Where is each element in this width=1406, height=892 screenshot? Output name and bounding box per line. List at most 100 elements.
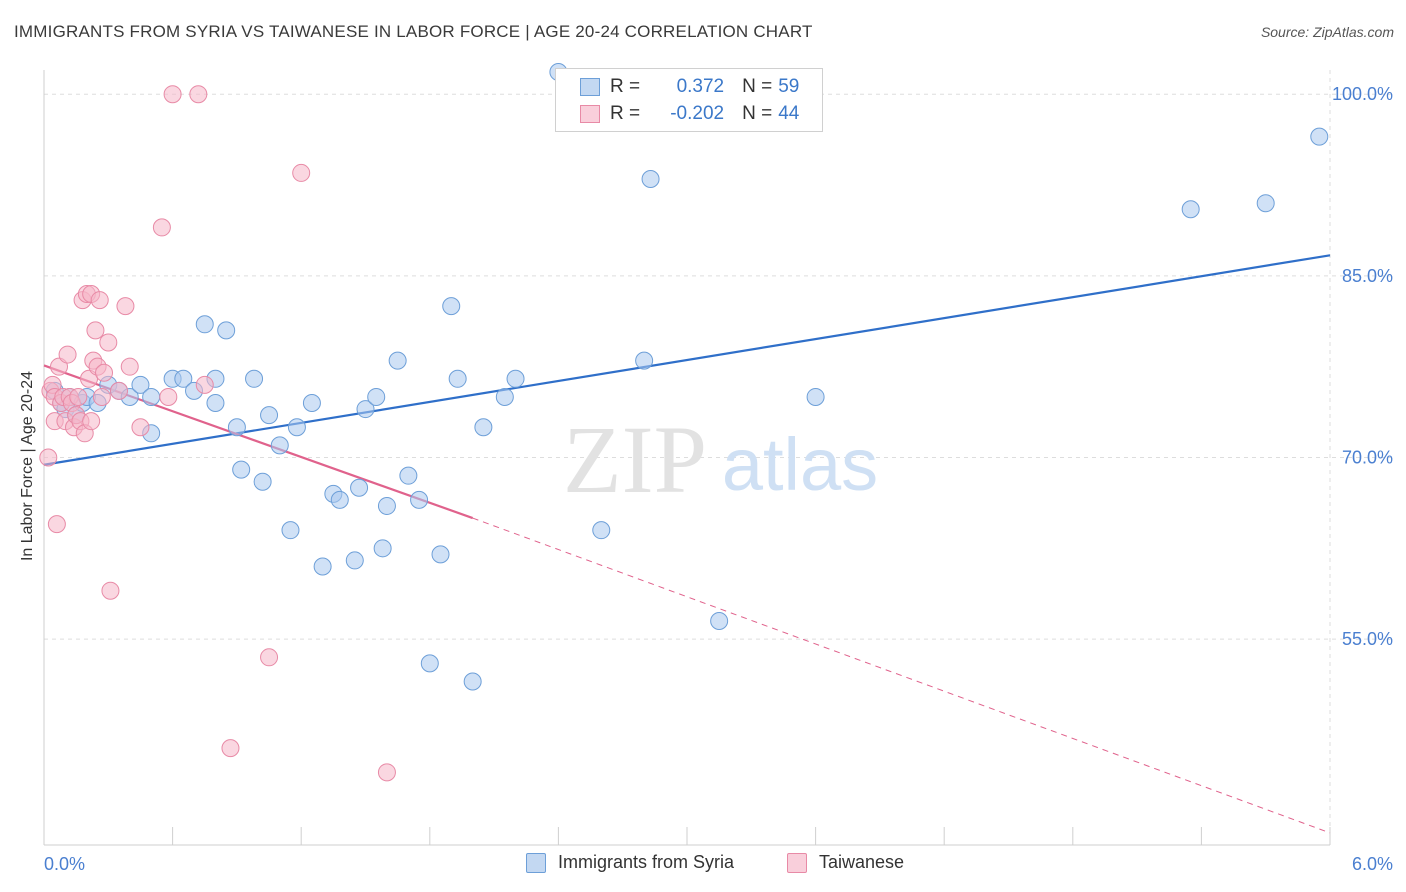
syria-point <box>495 387 514 406</box>
taiwanese-point <box>120 357 139 376</box>
taiwanese-point <box>82 412 101 431</box>
syria-point <box>1256 194 1275 213</box>
taiwanese-swatch <box>580 105 600 123</box>
syria-point <box>281 521 300 540</box>
syria-point <box>1310 127 1329 146</box>
taiwanese-point <box>69 387 88 406</box>
syria-point <box>1181 200 1200 219</box>
taiwanese-trend-line <box>472 517 1331 834</box>
syria-point <box>356 400 375 419</box>
syria-point <box>313 557 332 576</box>
syria-point <box>260 406 279 425</box>
correlation-legend: R = 0.372 N = 59 R = -0.202 N = 44 <box>555 68 823 132</box>
watermark: ZIP atlas <box>563 406 878 513</box>
syria-swatch <box>580 78 600 96</box>
syria-point <box>302 394 321 413</box>
syria-point <box>245 369 264 388</box>
legend-item-syria[interactable]: Immigrants from Syria <box>526 852 734 873</box>
n-label: N = <box>742 76 773 97</box>
syria-point <box>806 387 825 406</box>
syria-point <box>195 315 214 334</box>
taiwanese-point <box>377 763 396 782</box>
syria-point <box>350 478 369 497</box>
syria-point <box>592 521 611 540</box>
taiwanese-point <box>163 85 182 104</box>
syria-point <box>217 321 236 340</box>
taiwanese-point <box>110 381 129 400</box>
chart-title: IMMIGRANTS FROM SYRIA VS TAIWANESE IN LA… <box>14 22 813 41</box>
taiwanese-point <box>159 387 178 406</box>
syria-point <box>635 351 654 370</box>
taiwanese-point <box>95 363 114 382</box>
watermark-atlas: atlas <box>722 423 878 506</box>
syria-point <box>253 472 272 491</box>
taiwanese-point <box>101 581 120 600</box>
series-legend: Immigrants from Syria Taiwanese <box>0 852 1406 878</box>
syria-point <box>442 297 461 316</box>
legend-row-syria: R = 0.372 N = 59 <box>580 75 799 99</box>
y-tick-label: 85.0% <box>1342 266 1393 286</box>
source-label: Source: ZipAtlas.com <box>1260 24 1394 40</box>
taiwanese-point <box>39 448 58 467</box>
axes <box>43 70 1331 846</box>
legend-item-taiwanese[interactable]: Taiwanese <box>787 852 904 873</box>
n-value: 59 <box>778 76 800 97</box>
r-label: R = <box>610 103 641 124</box>
taiwanese-point <box>260 648 279 667</box>
syria-point <box>287 418 306 437</box>
taiwanese-point <box>58 345 77 364</box>
tick-labels: 55.0% 70.0% 85.0% 100.0% 0.0% 6.0% <box>44 84 1393 874</box>
x-tick-label: 0.0% <box>44 854 85 874</box>
legend-label-syria: Immigrants from Syria <box>558 852 735 872</box>
y-axis-label: In Labor Force | Age 20-24 <box>19 370 36 562</box>
taiwanese-point <box>189 85 208 104</box>
syria-point <box>131 375 150 394</box>
legend-row-taiwanese: R = -0.202 N = 44 <box>580 102 799 126</box>
syria-point <box>367 387 386 406</box>
syria-point <box>174 369 193 388</box>
x-tick-label: 6.0% <box>1352 854 1393 874</box>
syria-point <box>388 351 407 370</box>
n-label: N = <box>742 103 773 124</box>
taiwanese-legend-swatch <box>787 852 807 873</box>
syria-point <box>463 672 482 691</box>
taiwanese-point <box>221 739 240 758</box>
taiwanese-point <box>99 333 118 352</box>
taiwanese-point <box>116 297 135 316</box>
watermark-zip: ZIP <box>563 406 707 513</box>
syria-point <box>206 394 225 413</box>
y-tick-label: 100.0% <box>1332 84 1393 104</box>
taiwanese-point <box>92 387 111 406</box>
syria-point <box>506 369 525 388</box>
syria-point <box>641 169 660 188</box>
r-label: R = <box>610 76 641 97</box>
syria-point <box>448 369 467 388</box>
syria-point <box>377 496 396 515</box>
syria-point <box>399 466 418 485</box>
syria-point <box>410 490 429 509</box>
syria-point <box>431 545 450 564</box>
syria-point <box>270 436 289 455</box>
taiwanese-point <box>47 515 66 534</box>
taiwanese-point <box>152 218 171 237</box>
syria-trend-line <box>43 254 1331 466</box>
syria-point <box>710 611 729 630</box>
syria-point <box>330 490 349 509</box>
grid-lines <box>44 70 1395 845</box>
legend-label-taiwanese: Taiwanese <box>819 852 905 872</box>
taiwanese-point <box>86 321 105 340</box>
syria-point <box>142 387 161 406</box>
y-tick-label: 70.0% <box>1342 448 1393 468</box>
syria-point <box>232 460 251 479</box>
r-value: -0.202 <box>670 103 725 124</box>
taiwanese-point <box>90 291 109 310</box>
taiwanese-point <box>131 418 150 437</box>
syria-point <box>474 418 493 437</box>
syria-point <box>227 418 246 437</box>
taiwanese-point <box>195 375 214 394</box>
syria-point <box>373 539 392 558</box>
syria-legend-swatch <box>526 852 546 873</box>
taiwanese-point <box>292 163 311 182</box>
y-tick-label: 55.0% <box>1342 629 1393 649</box>
